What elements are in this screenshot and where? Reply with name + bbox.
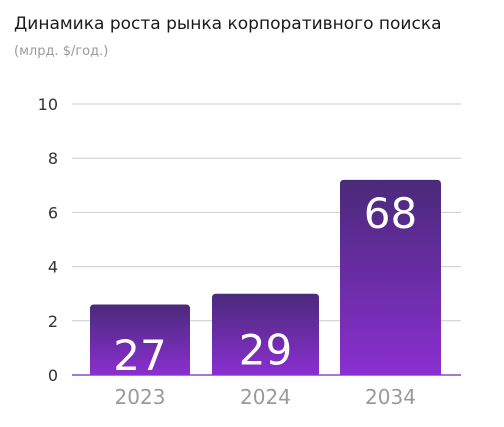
x-tick-label: 2024	[240, 385, 291, 409]
y-tick-label: 2	[48, 312, 58, 331]
data-label: 29	[239, 325, 292, 374]
x-tick-label: 2023	[115, 385, 166, 409]
x-tick-label: 2034	[365, 385, 416, 409]
y-tick-label: 10	[38, 95, 58, 114]
data-label: 68	[364, 189, 417, 238]
chart-title: Динамика роста рынка корпоративного поис…	[14, 14, 442, 34]
bar-2024	[212, 293, 319, 375]
chart-subtitle: (млрд. $/год.)	[14, 44, 109, 59]
y-tick-label: 4	[48, 258, 58, 277]
y-tick-label: 0	[48, 366, 58, 385]
y-tick-label: 6	[48, 203, 58, 222]
y-tick-label: 8	[48, 149, 58, 168]
data-label: 27	[113, 331, 166, 380]
bar-2023	[90, 304, 190, 375]
bar-2034	[340, 179, 441, 375]
